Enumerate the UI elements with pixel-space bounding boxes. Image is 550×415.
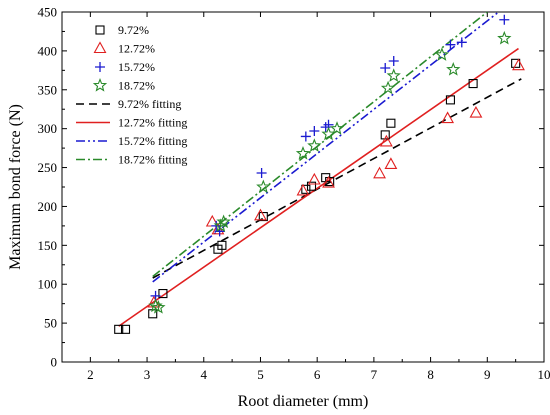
point-s1-5 <box>307 172 321 185</box>
point-s1-4 <box>296 183 310 196</box>
point-s3-7 <box>321 126 336 141</box>
x-tick-label-0: 2 <box>87 367 94 382</box>
point-s2-5 <box>309 126 320 136</box>
y-tick-label-8: 400 <box>38 43 58 58</box>
fit-lines <box>118 12 522 327</box>
legend-marker-1 <box>93 41 107 54</box>
point-s0-6 <box>258 212 268 222</box>
x-tick-label-7: 9 <box>484 367 491 382</box>
point-s0-8 <box>306 181 317 191</box>
legend-label-2: 15.72% <box>118 60 155 74</box>
y-tick-label-0: 0 <box>51 355 58 370</box>
legend-label-1: 12.72% <box>118 42 155 56</box>
y-tick-label-9: 450 <box>38 5 58 20</box>
point-s2-1 <box>211 220 222 231</box>
point-s3-13 <box>497 30 512 45</box>
point-s3-8 <box>329 121 345 135</box>
point-s0-0 <box>114 324 124 334</box>
y-axis-title: Maximum bond force (N) <box>7 104 24 270</box>
data-points <box>114 14 525 334</box>
x-tick-label-2: 4 <box>201 367 208 382</box>
point-s3-2 <box>213 218 228 232</box>
point-s1-6 <box>322 175 335 188</box>
point-s0-15 <box>511 58 521 68</box>
legend-label-0: 9.72% <box>118 23 149 37</box>
point-s3-1 <box>151 300 166 314</box>
legend: 9.72% 12.72% 15.72% 18.72% 9.72% fitting 12.7… <box>76 23 187 167</box>
point-s3-6 <box>307 138 322 152</box>
point-s2-3 <box>256 168 267 178</box>
point-s3-9 <box>380 80 396 95</box>
x-tick-label-1: 3 <box>144 367 151 382</box>
point-s0-13 <box>445 95 455 105</box>
point-s1-10 <box>441 111 455 124</box>
fit-line-3 <box>152 12 488 278</box>
point-s0-12 <box>386 118 396 128</box>
y-tick-label-6: 300 <box>38 121 58 136</box>
y-tick-label-3: 150 <box>38 238 58 253</box>
legend-fit-label-3: 18.72% fitting <box>118 153 187 167</box>
point-s1-7 <box>373 166 386 179</box>
point-s2-4 <box>300 131 311 142</box>
point-s3-12 <box>446 62 461 76</box>
y-tick-label-1: 50 <box>44 316 57 331</box>
point-s3-11 <box>434 47 450 61</box>
point-s2-10 <box>445 39 456 50</box>
point-s2-11 <box>456 37 467 48</box>
point-s2-12 <box>499 14 510 25</box>
legend-label-3: 18.72% <box>118 79 155 93</box>
point-s2-9 <box>388 56 399 66</box>
y-tick-label-5: 250 <box>38 160 58 175</box>
x-tick-label-8: 10 <box>538 367 550 382</box>
point-s0-14 <box>468 79 478 89</box>
y-tick-label-7: 350 <box>38 82 58 97</box>
point-s1-3 <box>254 208 267 221</box>
legend-marker-3 <box>92 77 108 92</box>
x-tick-label-5: 7 <box>371 367 378 382</box>
legend-marker-0 <box>95 25 105 35</box>
x-tick-label-3: 5 <box>257 367 264 382</box>
point-s3-3 <box>216 214 231 229</box>
x-axis-title: Root diameter (mm) <box>238 393 369 410</box>
point-s3-5 <box>295 146 311 160</box>
fit-line-1 <box>118 47 519 327</box>
point-s1-11 <box>469 105 483 118</box>
fit-line-0 <box>152 78 522 279</box>
x-tick-label-4: 6 <box>314 367 321 382</box>
point-s0-7 <box>301 184 311 194</box>
x-tick-label-6: 8 <box>427 367 434 382</box>
point-s1-12 <box>512 58 525 71</box>
point-s0-5 <box>217 240 227 250</box>
fit-line-2 <box>152 12 500 283</box>
y-tick-label-4: 200 <box>38 199 58 214</box>
point-s1-8 <box>379 134 393 147</box>
point-s0-3 <box>158 289 168 299</box>
y-tick-label-2: 100 <box>38 277 58 292</box>
legend-fit-label-1: 12.72% fitting <box>118 116 187 130</box>
point-s1-9 <box>384 157 398 169</box>
point-s3-4 <box>256 179 271 194</box>
point-s2-2 <box>214 226 225 237</box>
legend-fit-label-2: 15.72% fitting <box>118 134 187 148</box>
point-s0-1 <box>120 324 131 334</box>
point-s2-8 <box>380 63 391 73</box>
legend-fit-label-0: 9.72% fitting <box>118 97 181 111</box>
legend-marker-2 <box>95 62 105 72</box>
point-s3-10 <box>386 68 401 82</box>
